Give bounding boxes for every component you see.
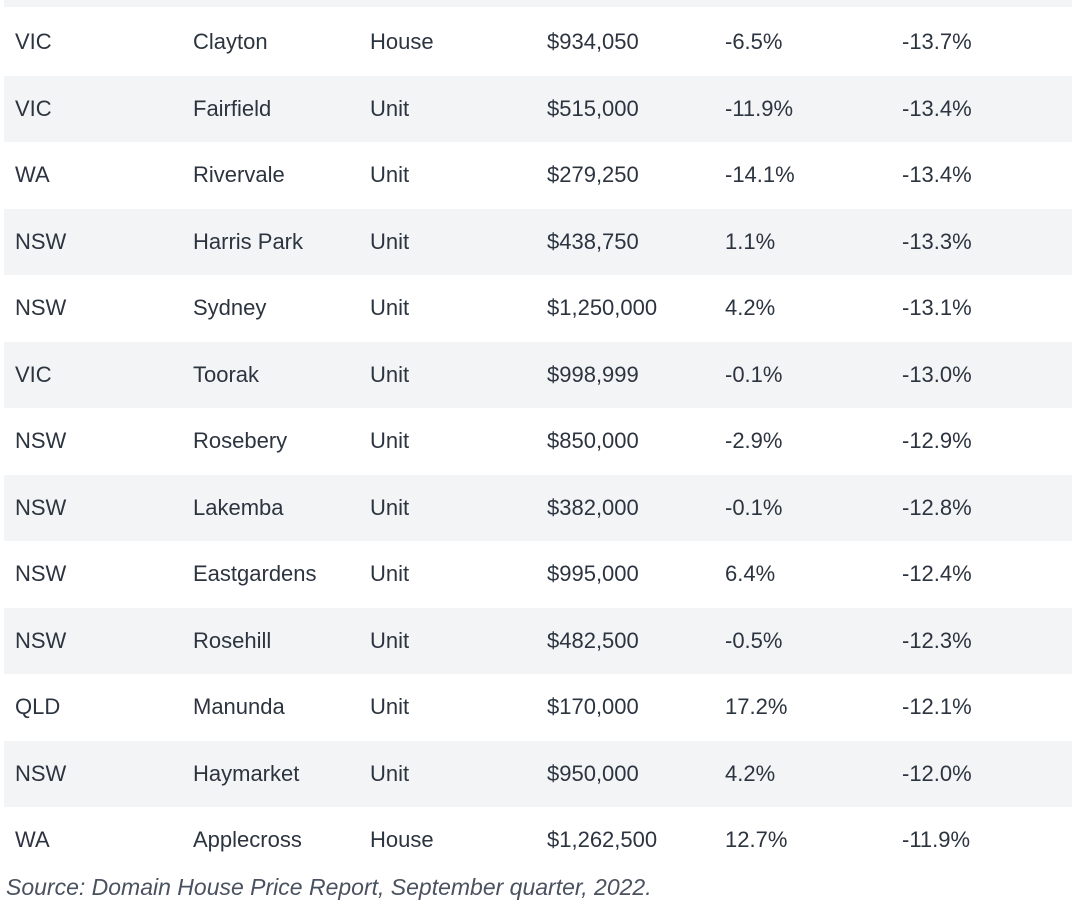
table-top-edge — [4, 0, 1072, 7]
suburb-cell: Rosebery — [193, 428, 288, 454]
property-type-cell: Unit — [370, 760, 410, 786]
property-type-cell: Unit — [370, 561, 410, 587]
quarterly-change-cell: -2.9% — [725, 428, 783, 454]
annual-change-cell: -13.4% — [902, 162, 972, 188]
property-type-cell: Unit — [370, 361, 410, 387]
annual-change-cell: -13.7% — [902, 29, 972, 55]
median-price-cell: $850,000 — [547, 428, 639, 454]
suburb-cell: Rosehill — [193, 627, 272, 653]
table-row: VIC Toorak Unit $998,999 -0.1% -13.0% — [4, 341, 1072, 408]
median-price-cell: $998,999 — [547, 361, 639, 387]
state-cell: NSW — [15, 494, 67, 520]
median-price-cell: $1,262,500 — [547, 827, 658, 853]
annual-change-cell: -12.1% — [902, 694, 972, 720]
suburb-cell: Fairfield — [193, 95, 272, 121]
median-price-cell: $995,000 — [547, 561, 639, 587]
median-price-cell: $382,000 — [547, 494, 639, 520]
annual-change-cell: -12.9% — [902, 428, 972, 454]
suburb-cell: Harris Park — [193, 228, 304, 254]
annual-change-cell: -11.9% — [902, 827, 971, 853]
median-price-cell: $950,000 — [547, 760, 639, 786]
median-price-cell: $1,250,000 — [547, 295, 658, 321]
median-price-cell: $482,500 — [547, 627, 639, 653]
state-cell: NSW — [15, 627, 67, 653]
suburb-cell: Sydney — [193, 295, 267, 321]
table-row: QLD Manunda Unit $170,000 17.2% -12.1% — [4, 674, 1072, 741]
property-type-cell: Unit — [370, 627, 410, 653]
table-row: WA Rivervale Unit $279,250 -14.1% -13.4% — [4, 142, 1072, 209]
quarterly-change-cell: 1.1% — [725, 228, 776, 254]
quarterly-change-cell: 4.2% — [725, 295, 776, 321]
median-price-cell: $515,000 — [547, 95, 639, 121]
quarterly-change-cell: -6.5% — [725, 29, 783, 55]
annual-change-cell: -12.3% — [902, 627, 972, 653]
table-row: NSW Lakemba Unit $382,000 -0.1% -12.8% — [4, 474, 1072, 541]
suburb-cell: Applecross — [193, 827, 302, 853]
quarterly-change-cell: -0.1% — [725, 361, 783, 387]
state-cell: WA — [15, 162, 50, 188]
median-price-cell: $279,250 — [547, 162, 639, 188]
property-type-cell: Unit — [370, 295, 410, 321]
quarterly-change-cell: 6.4% — [725, 561, 776, 587]
price-table-body: VIC Clayton House $934,050 -6.5% -13.7% VIC Fai… — [4, 9, 1072, 874]
property-type-cell: Unit — [370, 494, 410, 520]
median-price-cell: $934,050 — [547, 29, 639, 55]
suburb-cell: Eastgardens — [193, 561, 317, 587]
annual-change-cell: -12.8% — [902, 494, 972, 520]
annual-change-cell: -13.1% — [902, 295, 972, 321]
suburb-cell: Manunda — [193, 694, 285, 720]
quarterly-change-cell: -0.1% — [725, 494, 783, 520]
property-type-cell: Unit — [370, 428, 410, 454]
state-cell: VIC — [15, 29, 52, 55]
suburb-cell: Toorak — [193, 361, 260, 387]
suburb-cell: Rivervale — [193, 162, 285, 188]
state-cell: NSW — [15, 295, 67, 321]
median-price-cell: $438,750 — [547, 228, 639, 254]
state-cell: VIC — [15, 361, 52, 387]
suburb-cell: Haymarket — [193, 760, 300, 786]
table-row: NSW Eastgardens Unit $995,000 6.4% -12.4% — [4, 541, 1072, 608]
property-type-cell: House — [370, 29, 434, 55]
property-type-cell: Unit — [370, 162, 410, 188]
table-row: NSW Rosebery Unit $850,000 -2.9% -12.9% — [4, 408, 1072, 475]
quarterly-change-cell: 17.2% — [725, 694, 788, 720]
state-cell: WA — [15, 827, 50, 853]
quarterly-change-cell: 4.2% — [725, 760, 776, 786]
property-type-cell: Unit — [370, 228, 410, 254]
state-cell: NSW — [15, 228, 67, 254]
annual-change-cell: -13.3% — [902, 228, 972, 254]
quarterly-change-cell: -14.1% — [725, 162, 795, 188]
property-type-cell: Unit — [370, 95, 410, 121]
quarterly-change-cell: -0.5% — [725, 627, 783, 653]
table-row: NSW Haymarket Unit $950,000 4.2% -12.0% — [4, 740, 1072, 807]
state-cell: NSW — [15, 760, 67, 786]
state-cell: NSW — [15, 428, 67, 454]
table-row: NSW Rosehill Unit $482,500 -0.5% -12.3% — [4, 607, 1072, 674]
state-cell: NSW — [15, 561, 67, 587]
state-cell: QLD — [15, 694, 61, 720]
suburb-cell: Lakemba — [193, 494, 284, 520]
table-row: WA Applecross House $1,262,500 12.7% -11.9% — [4, 807, 1072, 874]
annual-change-cell: -13.4% — [902, 95, 972, 121]
table-row: NSW Sydney Unit $1,250,000 4.2% -13.1% — [4, 275, 1072, 342]
annual-change-cell: -12.0% — [902, 760, 972, 786]
table-row: NSW Harris Park Unit $438,750 1.1% -13.3% — [4, 208, 1072, 275]
median-price-cell: $170,000 — [547, 694, 639, 720]
property-type-cell: House — [370, 827, 434, 853]
price-table: VIC Clayton House $934,050 -6.5% -13.7% VIC Fai… — [4, 9, 1072, 874]
state-cell: VIC — [15, 95, 52, 121]
annual-change-cell: -13.0% — [902, 361, 972, 387]
table-row: VIC Fairfield Unit $515,000 -11.9% -13.4% — [4, 75, 1072, 142]
suburb-cell: Clayton — [193, 29, 268, 55]
quarterly-change-cell: 12.7% — [725, 827, 788, 853]
table-row: VIC Clayton House $934,050 -6.5% -13.7% — [4, 9, 1072, 76]
annual-change-cell: -12.4% — [902, 561, 972, 587]
property-type-cell: Unit — [370, 694, 410, 720]
quarterly-change-cell: -11.9% — [725, 95, 794, 121]
source-caption: Source: Domain House Price Report, Septe… — [6, 874, 652, 900]
